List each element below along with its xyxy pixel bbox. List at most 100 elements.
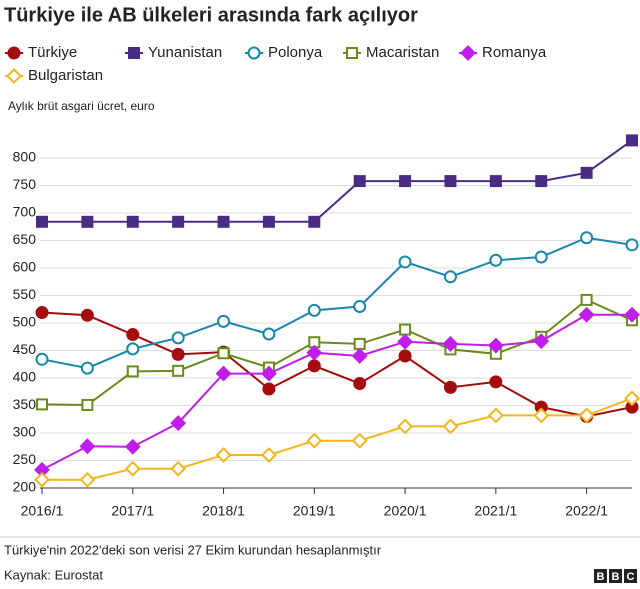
data-point <box>171 347 185 361</box>
data-point <box>170 460 187 477</box>
data-point <box>261 365 277 382</box>
x-tick-label: 2021/1 <box>474 503 517 519</box>
data-point <box>487 337 504 354</box>
data-point <box>398 349 412 363</box>
data-point <box>215 447 232 463</box>
legend-label: Macaristan <box>366 44 439 61</box>
legend-label: Türkiye <box>28 44 77 61</box>
note: Türkiye'nin 2022'deki son verisi 27 Ekim… <box>4 542 382 557</box>
data-point <box>79 471 96 488</box>
data-point <box>533 333 550 350</box>
y-tick-label: 350 <box>13 396 37 412</box>
data-point <box>353 377 367 390</box>
series-line <box>41 236 633 370</box>
data-point <box>580 293 593 306</box>
legend-label: Bulgaristan <box>28 67 103 84</box>
legend-label: Yunanistan <box>148 44 222 61</box>
legend-marker <box>247 46 261 60</box>
data-point <box>262 382 276 396</box>
data-point <box>351 432 368 449</box>
data-point <box>81 215 94 228</box>
legend-label: Polonya <box>268 44 323 61</box>
data-point <box>351 348 368 364</box>
x-tick-label: 2016/1 <box>21 503 64 519</box>
data-point <box>578 407 595 424</box>
data-point <box>35 352 49 366</box>
data-point <box>262 215 275 228</box>
y-tick-label: 800 <box>13 149 37 165</box>
data-point <box>126 328 140 342</box>
data-point <box>397 333 413 350</box>
y-tick-label: 450 <box>13 341 37 357</box>
data-point <box>36 215 48 228</box>
data-point <box>399 175 412 188</box>
data-point <box>172 215 185 228</box>
data-point <box>81 398 94 411</box>
y-tick-label: 750 <box>13 176 37 192</box>
data-point <box>353 337 366 350</box>
y-tick-label: 200 <box>13 479 37 495</box>
data-point <box>578 306 595 323</box>
data-point <box>217 215 230 228</box>
legend-marker <box>7 46 21 60</box>
data-point <box>626 134 638 147</box>
data-point <box>443 270 457 284</box>
data-point <box>353 175 366 188</box>
x-tick-label: 2017/1 <box>111 503 154 519</box>
y-tick-label: 650 <box>13 231 37 247</box>
y-tick-label: 550 <box>13 286 37 302</box>
data-point <box>261 447 277 463</box>
y-axis-label: Aylık brüt asgari ücret, euro <box>8 99 155 113</box>
x-tick-label: 2018/1 <box>202 503 245 519</box>
y-tick-label: 700 <box>13 204 37 220</box>
data-point <box>306 432 323 449</box>
x-tick-label: 2020/1 <box>384 503 427 519</box>
data-point <box>489 375 503 389</box>
x-tick-label: 2019/1 <box>293 503 336 519</box>
chart-title: Türkiye ile AB ülkeleri arasında fark aç… <box>4 4 418 26</box>
data-point <box>34 471 50 488</box>
data-point <box>487 407 504 424</box>
data-point <box>126 342 140 356</box>
data-point <box>79 438 96 455</box>
logo-box <box>624 569 637 583</box>
data-point <box>217 314 231 328</box>
data-point <box>80 308 94 322</box>
data-point <box>534 250 548 264</box>
logo-letter: B <box>597 571 605 583</box>
data-point <box>36 398 48 411</box>
legend-label: Romanya <box>482 44 547 61</box>
logo-letter: C <box>627 571 635 583</box>
data-point <box>35 306 49 320</box>
data-point <box>533 407 550 424</box>
data-point <box>124 460 141 477</box>
y-tick-label: 600 <box>13 259 37 275</box>
data-point <box>442 335 459 352</box>
x-tick-label: 2022/1 <box>565 503 608 519</box>
data-point <box>171 331 185 345</box>
data-point <box>489 175 502 188</box>
data-point <box>307 359 321 373</box>
logo-letter: B <box>612 571 620 583</box>
data-point <box>580 231 594 245</box>
data-point <box>624 390 640 407</box>
data-point <box>262 327 276 341</box>
data-point <box>489 253 503 267</box>
data-point <box>398 255 412 269</box>
data-point <box>308 215 321 228</box>
series-line <box>42 139 633 223</box>
y-tick-label: 300 <box>13 424 37 440</box>
data-point <box>444 175 457 188</box>
data-point <box>397 418 413 435</box>
data-point <box>353 300 367 313</box>
source: Kaynak: Eurostat <box>4 567 103 582</box>
data-point <box>215 365 232 382</box>
y-tick-label: 250 <box>13 451 37 467</box>
data-point <box>624 306 640 323</box>
data-point <box>172 364 185 377</box>
data-point <box>443 380 457 394</box>
logo-box <box>609 569 622 583</box>
data-point <box>217 347 230 360</box>
